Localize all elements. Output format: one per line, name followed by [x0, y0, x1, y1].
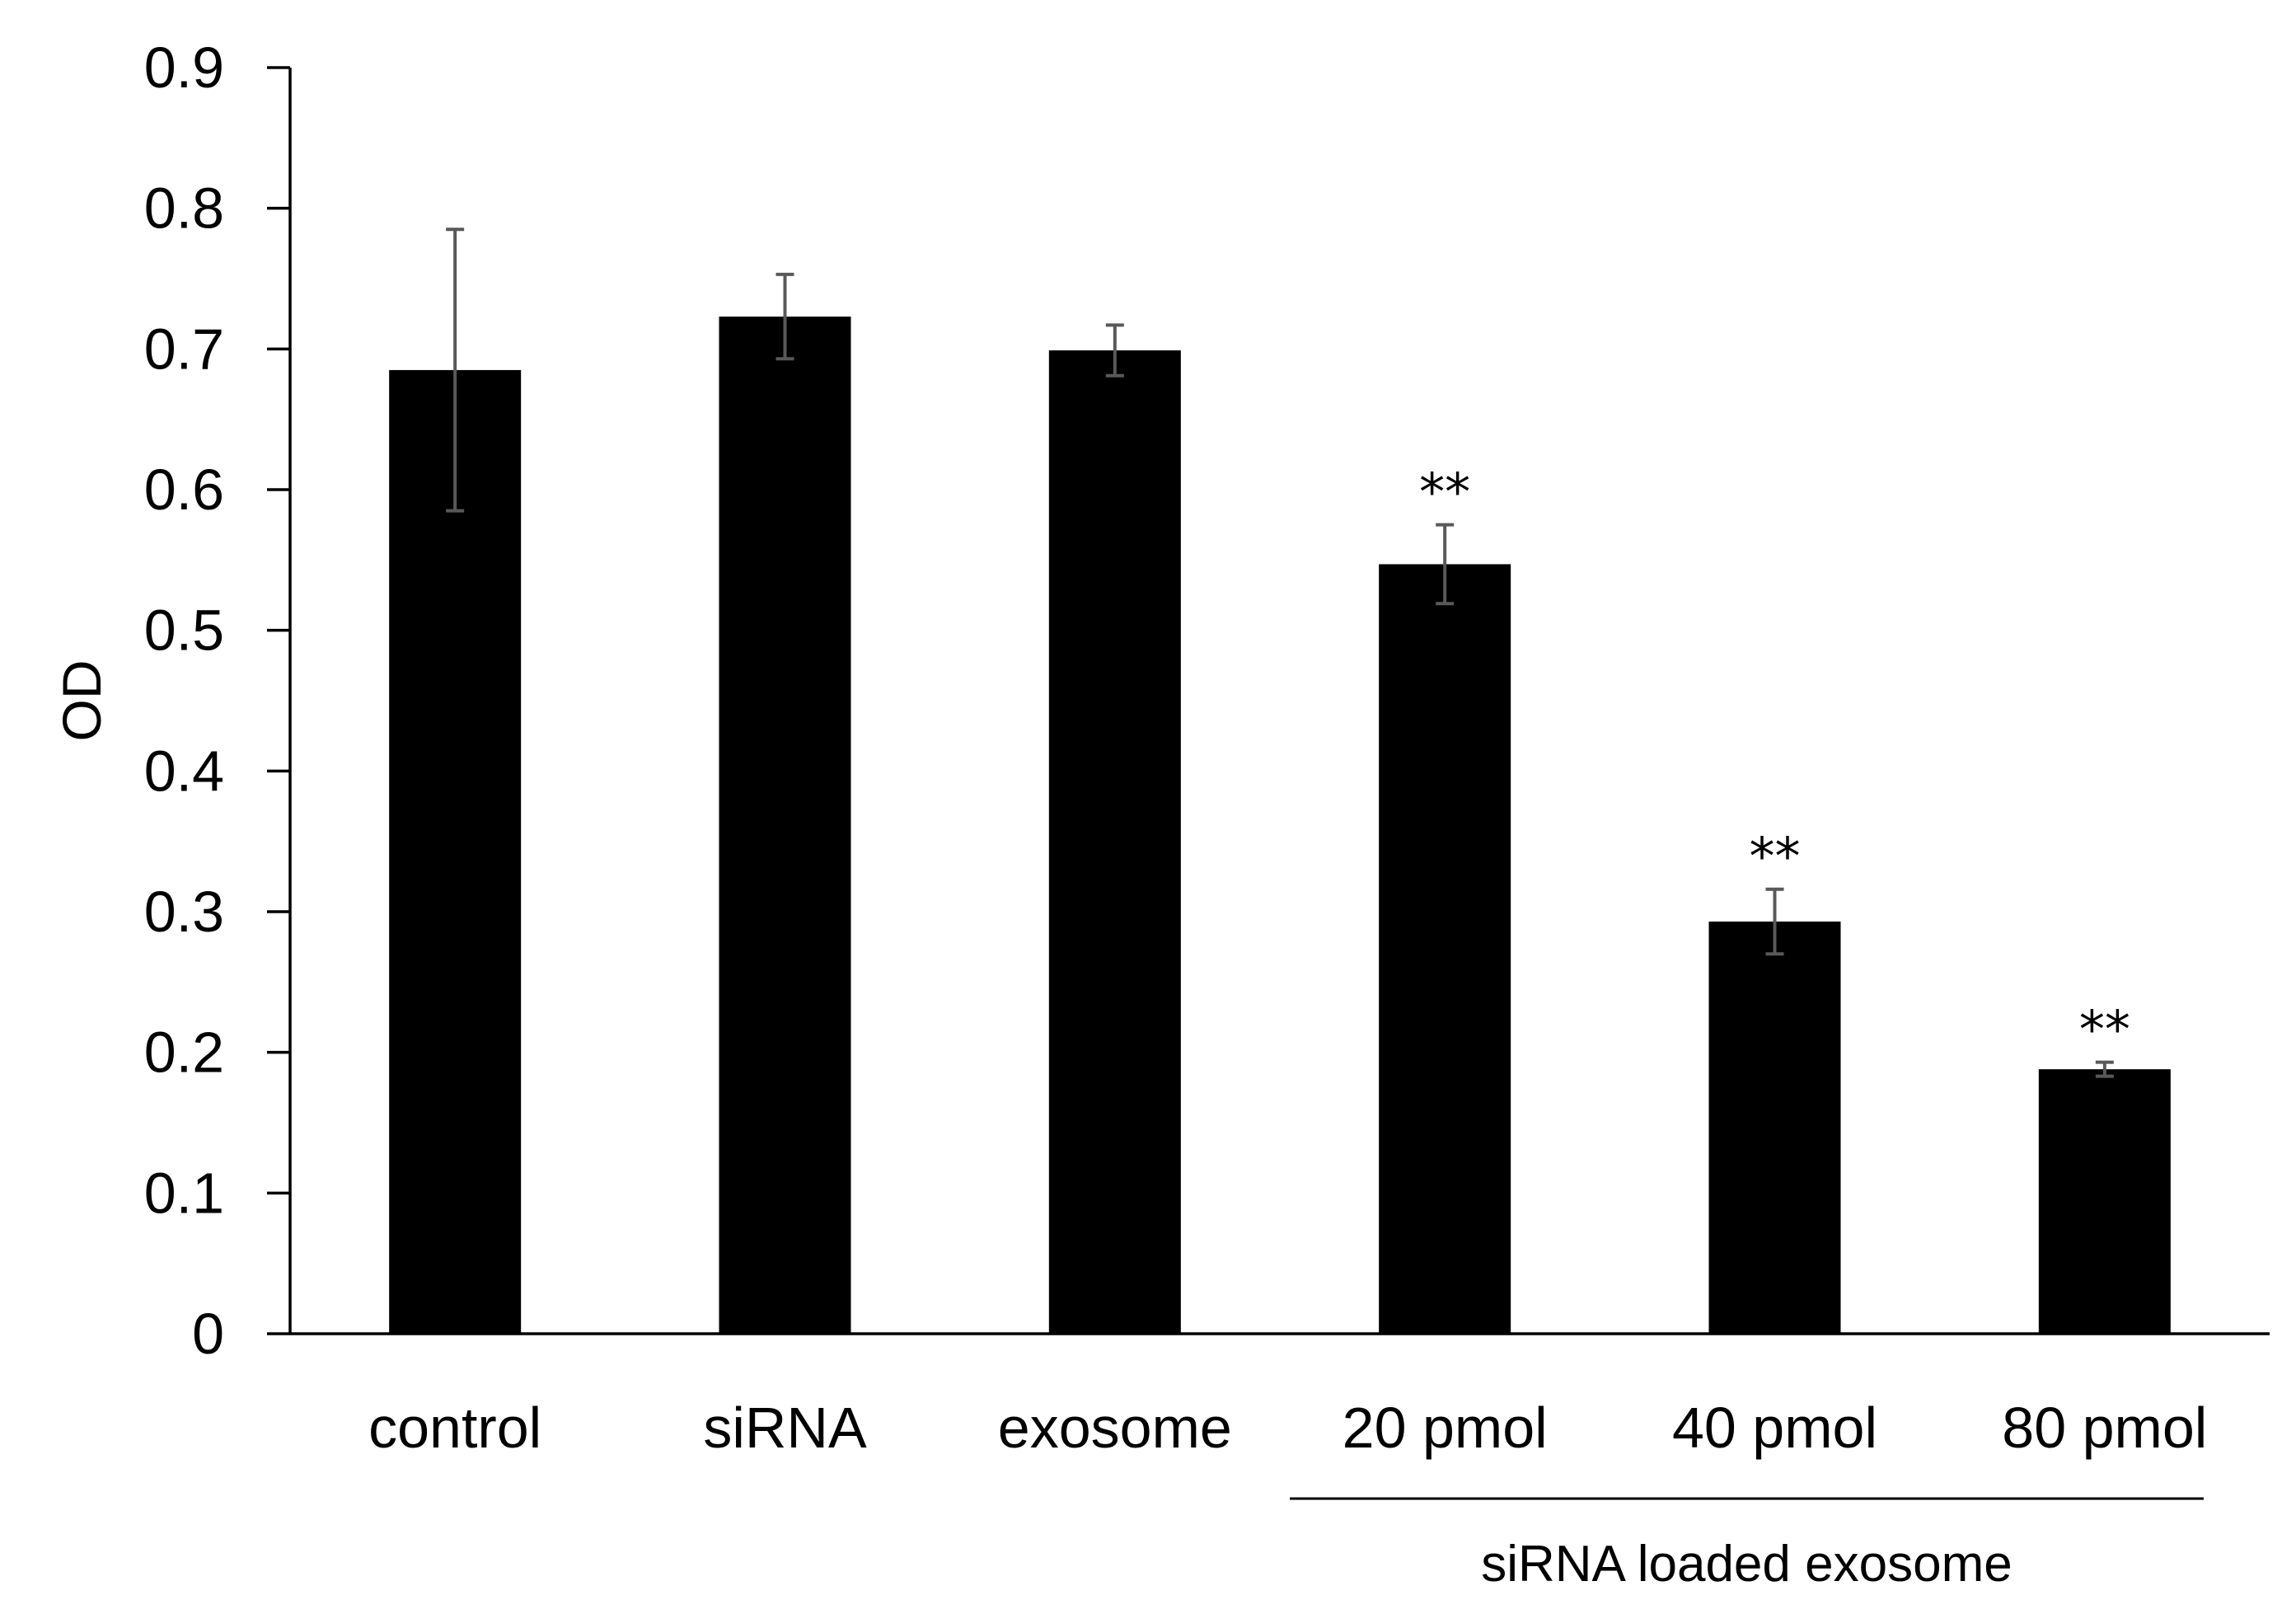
- error-bar-sirna: [775, 272, 794, 361]
- significance-marker: **: [2079, 1000, 2130, 1060]
- x-category-label: 20 pmol: [1342, 1396, 1548, 1460]
- significance-marker: **: [1419, 462, 1470, 523]
- error-bar-80-pmol: [2095, 1060, 2114, 1078]
- bars-layer: [389, 317, 2171, 1335]
- x-category-label: siRNA: [703, 1396, 867, 1460]
- error-bar-control: [446, 228, 465, 513]
- x-category-label: exosome: [998, 1396, 1232, 1460]
- x-category-label: 80 pmol: [2002, 1396, 2207, 1460]
- y-tick-label: 0.6: [144, 457, 224, 522]
- y-tick-label: 0.7: [144, 317, 224, 381]
- y-axis-title: OD: [51, 660, 112, 742]
- x-category-label: 40 pmol: [1672, 1396, 1877, 1460]
- axes-layer: [267, 66, 2270, 1335]
- error-bar-20-pmol: [1436, 523, 1455, 606]
- error-bar-40-pmol: [1765, 887, 1784, 956]
- bar-80-pmol: [2038, 1069, 2171, 1334]
- y-tick-label: 0.2: [144, 1020, 224, 1085]
- y-tick-label: 0.4: [144, 739, 224, 803]
- y-tick-label: 0.3: [144, 880, 224, 944]
- bar-40-pmol: [1708, 921, 1841, 1334]
- bar-control: [389, 369, 522, 1334]
- y-tick-label: 0.5: [144, 598, 224, 663]
- y-tick-label: 0.1: [144, 1161, 224, 1225]
- bar-sirna: [719, 317, 851, 1335]
- group-label: siRNA loaded exosome: [1481, 1536, 2012, 1593]
- y-tick-label: 0.8: [144, 176, 224, 241]
- y-tick-label: 0: [192, 1302, 224, 1366]
- significance-marker: **: [1750, 827, 1801, 887]
- bar-20-pmol: [1379, 564, 1511, 1334]
- y-tick-label: 0.9: [144, 35, 224, 100]
- labels-layer: 0 0.1 0.2 0.3 0.4 0.5 0.6 0.7 0.8 0.9 control siRNA…: [51, 35, 2207, 1593]
- error-bar-exosome: [1105, 323, 1124, 378]
- x-category-label: control: [368, 1396, 541, 1460]
- bar-exosome: [1048, 350, 1181, 1334]
- error-bars-layer: [446, 228, 2114, 1078]
